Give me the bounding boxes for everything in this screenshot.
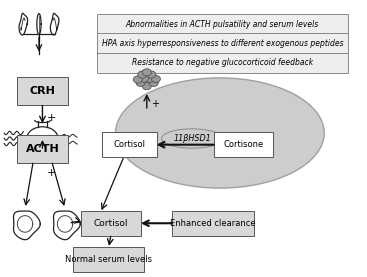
Circle shape — [138, 71, 147, 78]
Circle shape — [142, 69, 151, 76]
FancyBboxPatch shape — [97, 33, 348, 54]
Circle shape — [151, 75, 160, 83]
Text: Normal serum levels: Normal serum levels — [65, 255, 152, 264]
FancyBboxPatch shape — [81, 211, 141, 236]
Text: Cortisone: Cortisone — [223, 140, 264, 149]
FancyBboxPatch shape — [17, 135, 68, 163]
Circle shape — [139, 75, 149, 82]
Circle shape — [147, 71, 156, 78]
FancyBboxPatch shape — [102, 132, 157, 157]
Text: Cortisol: Cortisol — [94, 219, 128, 228]
Text: Enhanced clearance: Enhanced clearance — [170, 219, 256, 228]
Circle shape — [142, 83, 151, 90]
FancyBboxPatch shape — [97, 14, 348, 34]
Text: Abnormalities in ACTH pulsatility and serum levels: Abnormalities in ACTH pulsatility and se… — [126, 20, 319, 29]
Text: +: + — [47, 113, 56, 123]
FancyBboxPatch shape — [17, 77, 68, 105]
Circle shape — [145, 75, 154, 83]
Text: ACTH: ACTH — [26, 144, 59, 154]
Text: CRH: CRH — [29, 86, 55, 96]
FancyBboxPatch shape — [97, 53, 348, 73]
FancyBboxPatch shape — [73, 247, 144, 272]
Text: 11βHSD1: 11βHSD1 — [173, 134, 211, 143]
Text: Resistance to negative glucocorticoid feedback: Resistance to negative glucocorticoid fe… — [132, 58, 313, 67]
Text: Cortisol: Cortisol — [113, 140, 145, 149]
Circle shape — [133, 76, 142, 83]
Text: +: + — [152, 99, 160, 109]
Ellipse shape — [116, 78, 324, 188]
Circle shape — [149, 79, 158, 86]
Text: +: + — [47, 168, 56, 178]
Text: HPA axis hyperresponsiveness to different exogenous peptides: HPA axis hyperresponsiveness to differen… — [102, 39, 343, 48]
Circle shape — [136, 79, 145, 86]
FancyBboxPatch shape — [172, 211, 254, 236]
FancyBboxPatch shape — [214, 132, 273, 157]
Ellipse shape — [161, 129, 222, 148]
